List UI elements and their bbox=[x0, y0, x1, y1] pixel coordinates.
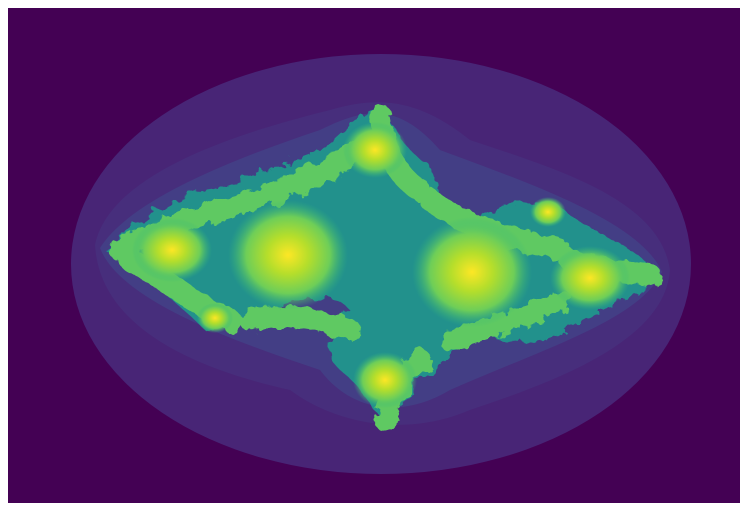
spiral bbox=[228, 200, 348, 310]
spiral bbox=[530, 197, 566, 227]
spiral bbox=[197, 303, 233, 333]
spiral bbox=[132, 218, 212, 282]
spiral bbox=[550, 246, 630, 310]
spiral bbox=[412, 217, 532, 327]
teal-core bbox=[105, 105, 658, 425]
spiral bbox=[353, 352, 417, 408]
spiral bbox=[343, 122, 407, 178]
